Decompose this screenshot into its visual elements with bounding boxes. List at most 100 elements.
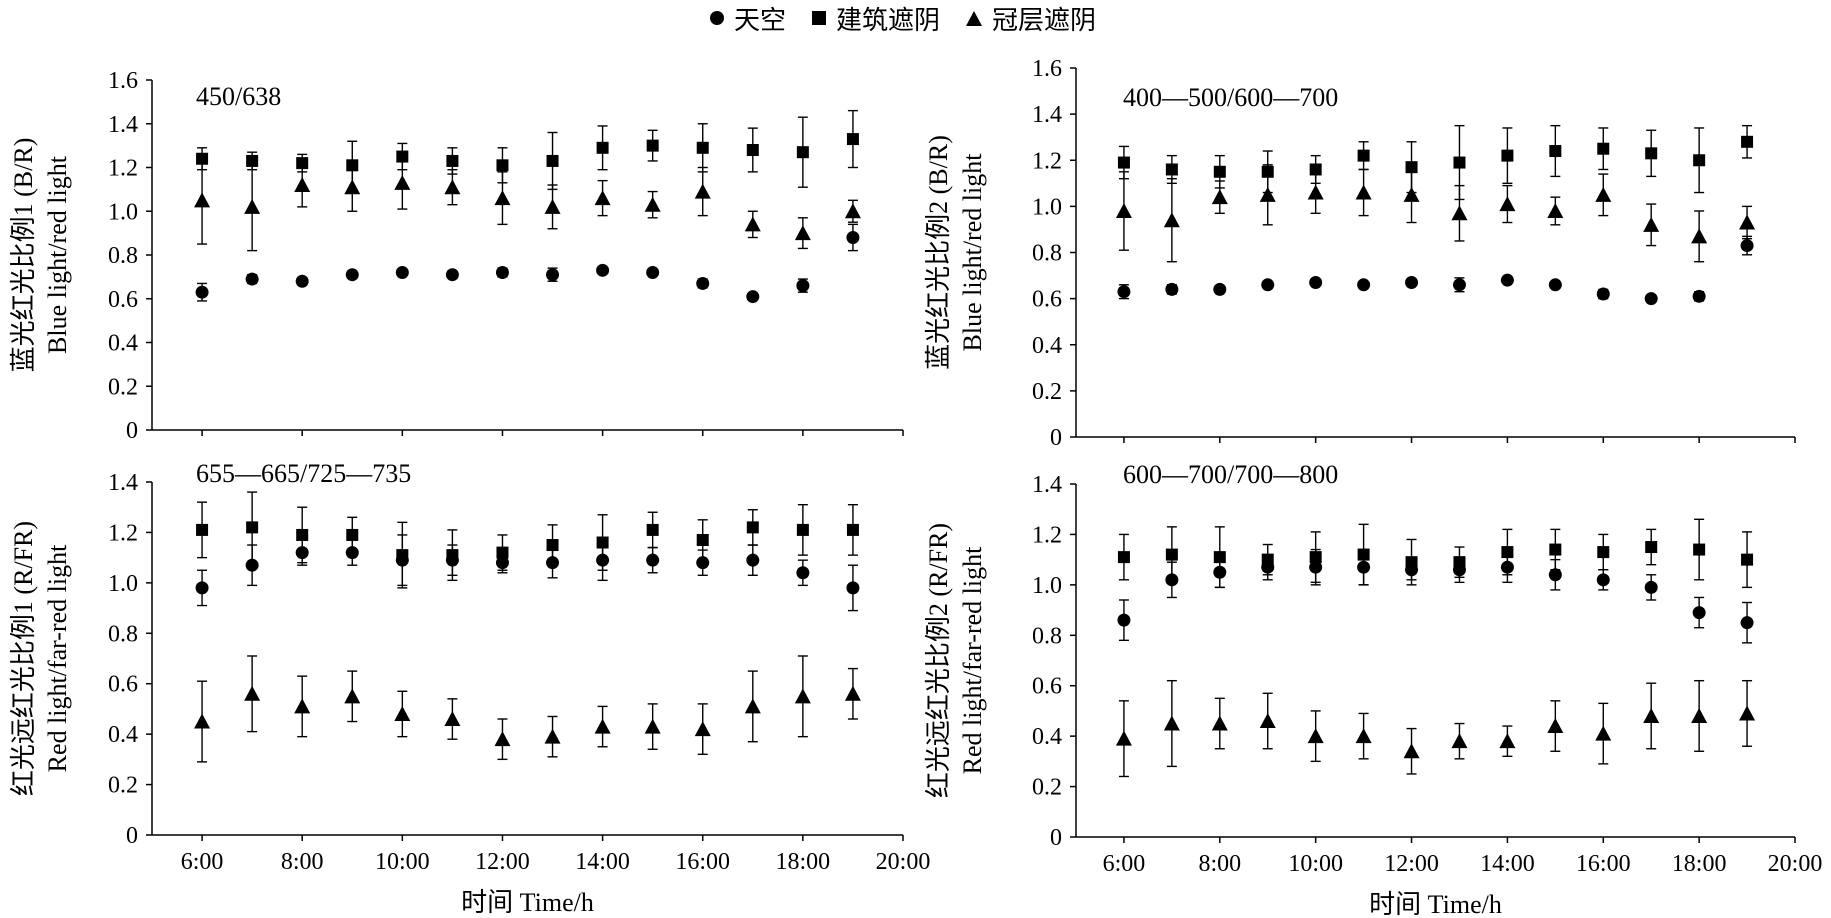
circle-marker (1357, 278, 1371, 292)
panel-annotation: 450/638 (196, 82, 281, 111)
square-marker (1597, 142, 1610, 155)
square-marker (296, 528, 309, 541)
chart-panel-1: 0 0.2 0.4 0.6 0.8 1.0 1.2 1.4 1.6 450/638 蓝光红光比例1 … (9, 68, 904, 444)
y-axis-label-english: Blue light/red light (43, 155, 72, 354)
x-tick-label: 10:00 (375, 849, 430, 875)
circle-marker (596, 263, 610, 277)
triangle-marker (594, 718, 611, 734)
triangle-marker (1355, 728, 1372, 744)
series-circle (195, 534, 860, 612)
square-marker (746, 521, 759, 534)
circle-marker (445, 268, 459, 282)
triangle-marker (394, 174, 411, 190)
triangle-marker (644, 196, 661, 212)
x-tick-label: 16:00 (1576, 851, 1631, 877)
triangle-marker (1403, 186, 1420, 202)
triangle-marker (694, 183, 711, 199)
square-marker (546, 539, 559, 552)
square-marker (1165, 163, 1178, 176)
triangle-marker-icon (966, 10, 983, 26)
triangle-marker (1211, 189, 1228, 205)
y-tick-label: 1.4 (108, 112, 138, 138)
square-marker (546, 154, 559, 167)
square-marker (1597, 546, 1610, 559)
circle-marker (646, 266, 660, 279)
circle-marker (1644, 292, 1658, 306)
circle-marker (1596, 287, 1610, 301)
x-tick-label: 20:00 (876, 849, 931, 875)
square-marker (646, 139, 659, 152)
triangle-marker (194, 713, 211, 729)
circle-marker (1548, 278, 1562, 292)
y-tick-label: 1.4 (108, 470, 138, 496)
circle-marker (195, 285, 209, 299)
x-axis-label: 时间 Time/h (1369, 890, 1502, 918)
y-tick-label: 1.2 (108, 520, 138, 546)
triangle-marker (1451, 733, 1468, 749)
y-axis-label: 红光远红光比例1 (R/FR) (9, 521, 38, 796)
triangle-marker (1259, 186, 1276, 202)
circle-marker (846, 231, 860, 244)
y-tick-label: 1.6 (1032, 56, 1062, 82)
square-marker (1165, 548, 1178, 561)
x-tick-label: 14:00 (575, 849, 630, 875)
square-marker (246, 521, 259, 534)
y-tick-label: 0.8 (108, 621, 138, 647)
series-triangle (1115, 164, 1756, 263)
triangle-marker (194, 192, 211, 208)
series-square (1117, 124, 1754, 201)
square-marker (1501, 149, 1514, 162)
series-triangle (194, 655, 861, 763)
series-square (196, 109, 859, 191)
y-tick-label: 0.6 (1032, 287, 1062, 313)
circle-marker (1309, 275, 1323, 289)
circle-marker-icon (710, 11, 724, 25)
triangle-marker (844, 685, 861, 701)
y-tick-label: 1.6 (108, 68, 138, 94)
triangle-marker (394, 705, 411, 721)
square-marker (1117, 551, 1130, 564)
y-axis-label-english: Blue light/red light (958, 153, 987, 352)
triangle-marker (1307, 728, 1324, 744)
triangle-marker (1691, 228, 1708, 244)
square-marker (1693, 154, 1706, 167)
triangle-marker (694, 721, 711, 737)
circle-marker (796, 279, 810, 293)
triangle-marker (1595, 725, 1612, 741)
square-marker (1453, 556, 1466, 569)
y-tick-label: 1.2 (108, 156, 138, 182)
square-marker (1261, 553, 1274, 566)
y-tick-label: 0 (126, 823, 138, 849)
square-marker (646, 523, 659, 536)
y-tick-label: 0.2 (108, 773, 138, 799)
square-marker (1645, 147, 1658, 160)
square-marker (746, 144, 759, 156)
triangle-marker (294, 177, 311, 192)
triangle-marker (1163, 715, 1180, 731)
square-marker (496, 159, 509, 172)
circle-marker (696, 276, 710, 290)
triangle-marker (1259, 713, 1276, 729)
square-marker (1693, 543, 1706, 556)
series-triangle (1115, 679, 1756, 778)
triangle-marker (1691, 707, 1708, 723)
square-marker (396, 549, 409, 562)
x-tick-label: 16:00 (675, 849, 730, 875)
square-marker (1357, 149, 1370, 162)
square-marker (446, 154, 459, 167)
triangle-marker (244, 198, 261, 214)
panel-annotation: 600—700/700—800 (1123, 460, 1338, 489)
legend-item-sky: 天空 (710, 0, 786, 37)
circle-marker (1740, 239, 1754, 253)
triangle-marker (1499, 196, 1516, 212)
y-tick-label: 1.0 (1032, 573, 1062, 599)
square-marker (1501, 546, 1514, 559)
y-tick-label: 1.2 (1032, 148, 1062, 174)
circle-marker (495, 266, 509, 279)
triangle-marker (1643, 707, 1660, 723)
triangle-marker (1739, 705, 1756, 721)
x-tick-label: 8:00 (1198, 851, 1241, 877)
legend-item-canopy-shade: 冠层遮阴 (966, 0, 1096, 37)
y-tick-label: 0.8 (1032, 623, 1062, 649)
